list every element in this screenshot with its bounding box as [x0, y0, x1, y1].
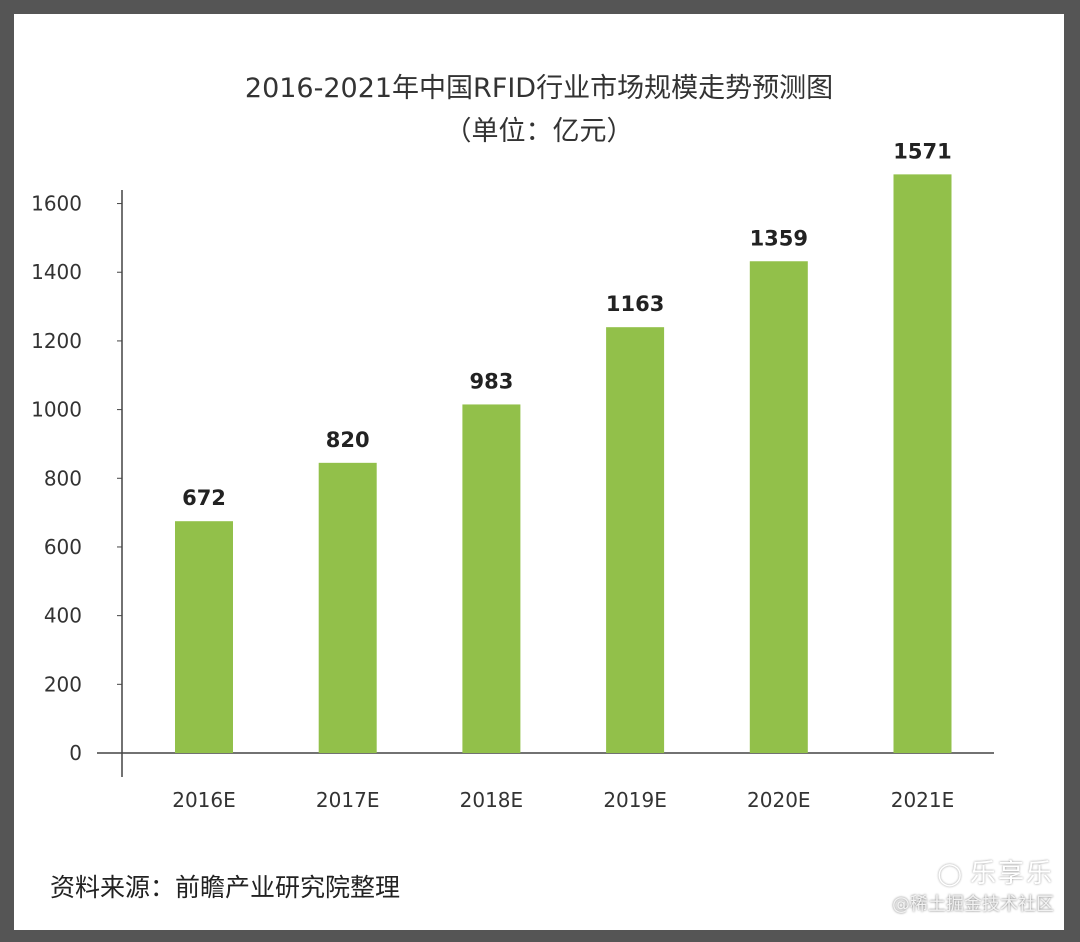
- bar-2019E: [606, 327, 665, 753]
- data-label-2016E: 672: [182, 486, 226, 510]
- x-tick-label: 2018E: [460, 788, 524, 812]
- bar-2016E: [175, 521, 233, 753]
- y-tick-label: 1600: [31, 192, 82, 216]
- chart-subtitle: （单位：亿元）: [444, 116, 634, 147]
- y-tick-label: 400: [44, 604, 82, 628]
- y-tick-label: 600: [44, 535, 82, 559]
- y-tick-label: 800: [44, 466, 82, 490]
- bar-2017E: [318, 462, 377, 753]
- chart-card: 2016-2021年中国RFID行业市场规模走势预测图 （单位：亿元） 0 200…: [14, 14, 1064, 930]
- data-label-2017E: 820: [326, 428, 370, 452]
- chart-title: 2016-2021年中国RFID行业市场规模走势预测图: [244, 73, 834, 104]
- watermark-brand-text: 乐享乐: [969, 859, 1054, 889]
- data-label-2018E: 983: [469, 369, 513, 393]
- bar-2020E: [749, 261, 808, 753]
- bar-2018E: [462, 404, 521, 753]
- y-tick-label: 0: [69, 741, 82, 765]
- data-label-2021E: 1571: [893, 139, 951, 163]
- source-note: 资料来源：前瞻产业研究院整理: [50, 873, 401, 902]
- data-label-2019E: 1163: [606, 292, 664, 316]
- y-tick-label: 1400: [31, 260, 82, 284]
- watermark-brand: ◯ 乐享乐: [892, 853, 1054, 890]
- x-tick-label: 2017E: [316, 788, 380, 812]
- watermark-community: @稀土掘金技术社区: [892, 894, 1054, 915]
- x-tick-label: 2021E: [891, 788, 955, 812]
- x-tick-label: 2020E: [747, 788, 811, 812]
- y-tick-label: 200: [44, 672, 82, 696]
- data-label-2020E: 1359: [750, 226, 808, 250]
- x-tick-label: 2019E: [603, 788, 667, 812]
- wechat-icon: ◯: [937, 862, 964, 887]
- watermark: ◯ 乐享乐 @稀土掘金技术社区: [892, 853, 1054, 916]
- bar-chart: 0 200 400 600 800 1000 1200 1400 1600 672 820 983 1…: [31, 139, 994, 812]
- y-tick-label: 1000: [31, 398, 82, 422]
- bar-2021E: [893, 174, 952, 754]
- y-tick-label: 1200: [31, 329, 82, 353]
- x-tick-label: 2016E: [172, 788, 236, 812]
